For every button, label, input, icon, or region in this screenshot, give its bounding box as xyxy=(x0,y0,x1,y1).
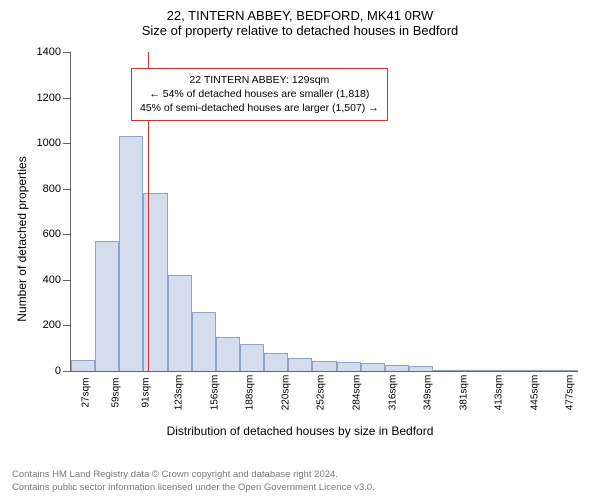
x-tick-label: 349sqm xyxy=(422,375,433,411)
y-tick xyxy=(63,52,71,53)
page-subtitle: Size of property relative to detached ho… xyxy=(12,23,588,38)
y-tick xyxy=(63,234,71,235)
bar xyxy=(119,136,143,371)
page-title: 22, TINTERN ABBEY, BEDFORD, MK41 0RW xyxy=(12,8,588,23)
bar xyxy=(288,358,312,371)
x-tick-label: 220sqm xyxy=(280,375,291,411)
y-tick-label: 200 xyxy=(43,319,61,331)
y-tick-label: 1000 xyxy=(37,137,61,149)
x-axis-label: Distribution of detached houses by size … xyxy=(12,424,588,438)
bar xyxy=(481,370,505,371)
bar xyxy=(143,193,167,371)
y-tick-label: 1200 xyxy=(37,92,61,104)
x-tick-label: 316sqm xyxy=(387,375,398,411)
y-tick-label: 1400 xyxy=(37,46,61,58)
y-tick xyxy=(63,98,71,99)
bar xyxy=(240,344,264,371)
x-tick-label: 445sqm xyxy=(529,375,540,411)
y-tick-label: 600 xyxy=(43,228,61,240)
info-box: 22 TINTERN ABBEY: 129sqm ← 54% of detach… xyxy=(131,68,388,121)
x-tick-label: 123sqm xyxy=(173,375,184,411)
info-line-3: 45% of semi-detached houses are larger (… xyxy=(140,101,379,115)
y-tick xyxy=(63,189,71,190)
x-tick-label: 156sqm xyxy=(209,375,220,411)
info-line-1: 22 TINTERN ABBEY: 129sqm xyxy=(140,73,379,87)
bar xyxy=(71,360,95,371)
bar xyxy=(433,370,457,371)
y-tick-label: 800 xyxy=(43,183,61,195)
bar xyxy=(168,275,192,371)
x-tick-label: 27sqm xyxy=(81,377,92,407)
chart-container: 22, TINTERN ABBEY, BEDFORD, MK41 0RW Siz… xyxy=(0,0,600,500)
bar xyxy=(506,370,530,371)
bar xyxy=(530,370,554,371)
y-tick xyxy=(63,143,71,144)
bar xyxy=(95,241,119,371)
x-tick-label: 477sqm xyxy=(565,375,576,411)
plot-region: 22 TINTERN ABBEY: 129sqm ← 54% of detach… xyxy=(70,52,578,372)
x-tick-label: 413sqm xyxy=(494,375,505,411)
footer-line-2: Contains public sector information licen… xyxy=(12,482,375,494)
info-line-2: ← 54% of detached houses are smaller (1,… xyxy=(140,87,379,101)
bar xyxy=(264,353,288,371)
footer-line-1: Contains HM Land Registry data © Crown c… xyxy=(12,469,375,481)
x-tick-label: 91sqm xyxy=(141,377,152,407)
bar xyxy=(361,363,385,371)
y-axis-label: Number of detached properties xyxy=(15,156,29,321)
x-tick-label: 381sqm xyxy=(458,375,469,411)
y-tick-label: 400 xyxy=(43,274,61,286)
bar xyxy=(312,361,336,371)
bar xyxy=(409,366,433,371)
y-tick-label: 0 xyxy=(55,365,61,377)
bar xyxy=(192,312,216,371)
x-tick-label: 284sqm xyxy=(351,375,362,411)
bar xyxy=(385,365,409,371)
x-tick-labels: 27sqm59sqm91sqm123sqm156sqm188sqm220sqm2… xyxy=(71,373,578,384)
x-tick-label: 252sqm xyxy=(316,375,327,411)
chart-area: Number of detached properties 22 TINTERN… xyxy=(70,42,578,422)
bar xyxy=(216,337,240,371)
y-tick xyxy=(63,325,71,326)
y-tick xyxy=(63,280,71,281)
bar xyxy=(554,370,578,371)
bar xyxy=(457,370,481,371)
y-tick xyxy=(63,371,71,372)
x-tick-label: 188sqm xyxy=(244,375,255,411)
bar xyxy=(337,362,361,371)
footer-attribution: Contains HM Land Registry data © Crown c… xyxy=(12,469,375,494)
x-tick-label: 59sqm xyxy=(111,377,122,407)
